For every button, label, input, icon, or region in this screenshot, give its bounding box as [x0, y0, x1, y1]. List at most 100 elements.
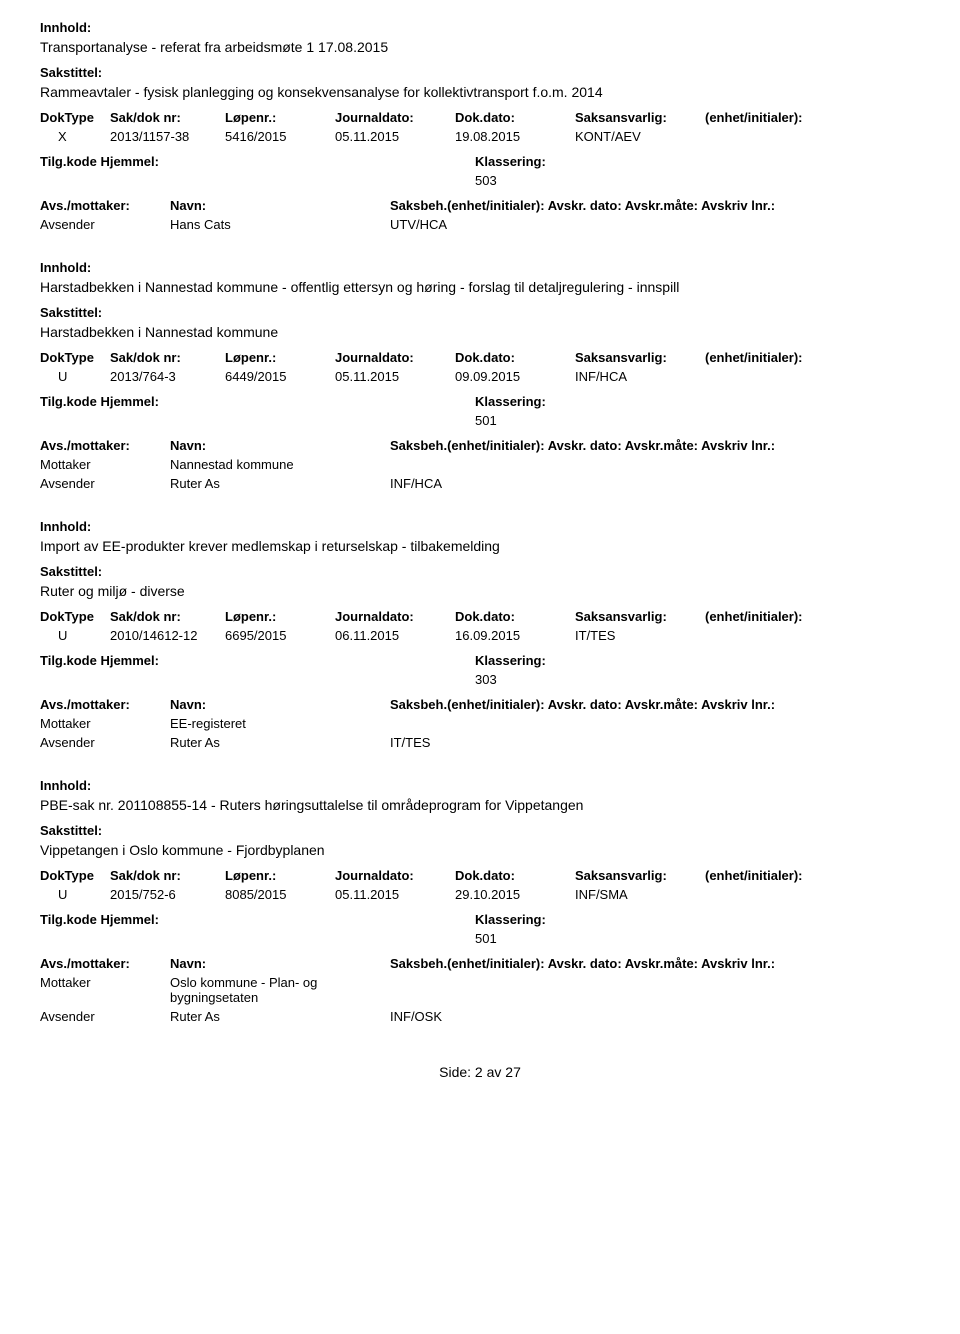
tilg-left: Tilg.kode Hjemmel: — [40, 912, 475, 927]
journaldato-value: 05.11.2015 — [335, 129, 455, 144]
doktype-value: U — [40, 887, 110, 902]
navn-label: Navn: — [170, 956, 390, 971]
doktype-value: U — [40, 369, 110, 384]
doktype-header: DokType — [40, 609, 110, 624]
party-role: Avsender — [40, 217, 170, 232]
sakdok-header: Sak/dok nr: — [110, 110, 225, 125]
tilgkode-label: Tilg.kode — [40, 653, 100, 668]
value-row: U2010/14612-126695/201506.11.201516.09.2… — [40, 628, 920, 643]
klassering-label: Klassering: — [475, 394, 920, 409]
hjemmel-label: Hjemmel: — [100, 154, 159, 169]
avsmottaker-label: Avs./mottaker: — [40, 956, 170, 971]
journaldato-header: Journaldato: — [335, 350, 455, 365]
party-row: AvsenderRuter AsINF/HCA — [40, 476, 920, 491]
column-header-row: DokTypeSak/dok nr:Løpenr.:Journaldato:Do… — [40, 868, 920, 883]
journaldato-header: Journaldato: — [335, 609, 455, 624]
innhold-value: Transportanalyse - referat fra arbeidsmø… — [40, 39, 920, 55]
klassering-label: Klassering: — [475, 154, 920, 169]
party-name: EE-registeret — [170, 716, 390, 731]
party-code — [390, 457, 920, 472]
journaldato-value: 05.11.2015 — [335, 369, 455, 384]
saksansvarlig-header: Saksansvarlig: — [575, 350, 705, 365]
party-name: Ruter As — [170, 735, 390, 750]
party-row: AvsenderHans CatsUTV/HCA — [40, 217, 920, 232]
sakdok-header: Sak/dok nr: — [110, 868, 225, 883]
sakdok-value: 2013/764-3 — [110, 369, 225, 384]
column-header-row: DokTypeSak/dok nr:Løpenr.:Journaldato:Do… — [40, 609, 920, 624]
dokdato-value: 16.09.2015 — [455, 628, 575, 643]
tilg-row: Tilg.kode Hjemmel:Klassering: — [40, 653, 920, 668]
page-footer: Side: 2 av 27 — [40, 1064, 920, 1080]
innhold-value: Import av EE-produkter krever medlemskap… — [40, 538, 920, 554]
journal-entry: Innhold:PBE-sak nr. 201108855-14 - Ruter… — [40, 778, 920, 1024]
navn-label: Navn: — [170, 438, 390, 453]
lopenr-header: Løpenr.: — [225, 609, 335, 624]
value-row: U2015/752-68085/201505.11.201529.10.2015… — [40, 887, 920, 902]
party-role: Mottaker — [40, 975, 170, 1005]
journaldato-header: Journaldato: — [335, 110, 455, 125]
enhet-header: (enhet/initialer): — [705, 868, 855, 883]
sakdok-value: 2013/1157-38 — [110, 129, 225, 144]
party-name: Nannestad kommune — [170, 457, 390, 472]
journal-entry: Innhold:Harstadbekken i Nannestad kommun… — [40, 260, 920, 491]
party-row: AvsenderRuter AsIT/TES — [40, 735, 920, 750]
sakstittel-value: Vippetangen i Oslo kommune - Fjordbyplan… — [40, 842, 920, 858]
saksbeh-combined-label: Saksbeh.(enhet/initialer): Avskr. dato: … — [390, 956, 920, 971]
doktype-value: U — [40, 628, 110, 643]
klassering-value: 501 — [475, 931, 920, 946]
klassering-value: 503 — [475, 173, 920, 188]
saksansvarlig-value: INF/SMA — [575, 887, 705, 902]
sakdok-header: Sak/dok nr: — [110, 350, 225, 365]
innhold-label: Innhold: — [40, 260, 920, 275]
value-row: X2013/1157-385416/201505.11.201519.08.20… — [40, 129, 920, 144]
dokdato-header: Dok.dato: — [455, 609, 575, 624]
doktype-header: DokType — [40, 868, 110, 883]
journaldato-value: 05.11.2015 — [335, 887, 455, 902]
party-code: IT/TES — [390, 735, 920, 750]
dokdato-header: Dok.dato: — [455, 350, 575, 365]
party-role: Avsender — [40, 1009, 170, 1024]
avsmottaker-label: Avs./mottaker: — [40, 198, 170, 213]
saksbeh-combined-label: Saksbeh.(enhet/initialer): Avskr. dato: … — [390, 438, 920, 453]
navn-label: Navn: — [170, 198, 390, 213]
lopenr-value: 6695/2015 — [225, 628, 335, 643]
party-row: MottakerEE-registeret — [40, 716, 920, 731]
journal-entry: Innhold:Import av EE-produkter krever me… — [40, 519, 920, 750]
party-role: Mottaker — [40, 457, 170, 472]
journaldato-value: 06.11.2015 — [335, 628, 455, 643]
tilg-left: Tilg.kode Hjemmel: — [40, 653, 475, 668]
innhold-label: Innhold: — [40, 20, 920, 35]
dokdato-value: 29.10.2015 — [455, 887, 575, 902]
sakdok-value: 2015/752-6 — [110, 887, 225, 902]
sakdok-value: 2010/14612-12 — [110, 628, 225, 643]
enhet-header: (enhet/initialer): — [705, 350, 855, 365]
party-row: MottakerOslo kommune - Plan- og bygnings… — [40, 975, 920, 1005]
dokdato-value: 09.09.2015 — [455, 369, 575, 384]
lopenr-value: 6449/2015 — [225, 369, 335, 384]
party-code — [390, 975, 920, 1005]
party-code: INF/HCA — [390, 476, 920, 491]
avs-header-row: Avs./mottaker:Navn:Saksbeh.(enhet/initia… — [40, 438, 920, 453]
value-row: U2013/764-36449/201505.11.201509.09.2015… — [40, 369, 920, 384]
party-name: Ruter As — [170, 476, 390, 491]
dokdato-value: 19.08.2015 — [455, 129, 575, 144]
party-name: Oslo kommune - Plan- og bygningsetaten — [170, 975, 390, 1005]
klassering-label: Klassering: — [475, 912, 920, 927]
avsmottaker-label: Avs./mottaker: — [40, 697, 170, 712]
hjemmel-label: Hjemmel: — [100, 394, 159, 409]
hjemmel-label: Hjemmel: — [100, 653, 159, 668]
sakstittel-value: Rammeavtaler - fysisk planlegging og kon… — [40, 84, 920, 100]
avs-header-row: Avs./mottaker:Navn:Saksbeh.(enhet/initia… — [40, 956, 920, 971]
party-role: Avsender — [40, 476, 170, 491]
lopenr-value: 5416/2015 — [225, 129, 335, 144]
innhold-label: Innhold: — [40, 778, 920, 793]
saksansvarlig-header: Saksansvarlig: — [575, 110, 705, 125]
avs-header-row: Avs./mottaker:Navn:Saksbeh.(enhet/initia… — [40, 198, 920, 213]
saksansvarlig-value: INF/HCA — [575, 369, 705, 384]
sakstittel-value: Ruter og miljø - diverse — [40, 583, 920, 599]
sakstittel-label: Sakstittel: — [40, 65, 920, 80]
enhet-header: (enhet/initialer): — [705, 110, 855, 125]
tilg-row: Tilg.kode Hjemmel:Klassering: — [40, 154, 920, 169]
party-row: AvsenderRuter AsINF/OSK — [40, 1009, 920, 1024]
doktype-header: DokType — [40, 350, 110, 365]
